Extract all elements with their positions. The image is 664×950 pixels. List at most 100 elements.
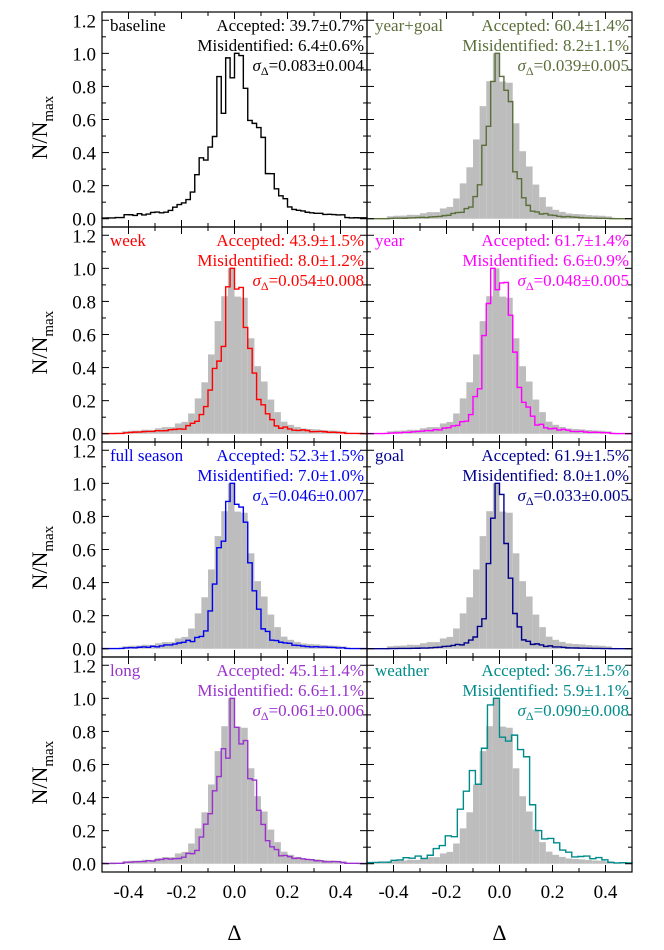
reference-bar xyxy=(201,597,208,649)
reference-bar xyxy=(605,646,613,649)
reference-bar xyxy=(499,81,507,219)
reference-bar xyxy=(168,427,175,434)
reference-bar xyxy=(426,212,434,219)
reference-bar xyxy=(545,206,553,219)
sigma-subscript: Δ xyxy=(526,64,534,78)
reference-bar xyxy=(247,553,255,649)
reference-bar xyxy=(307,859,314,864)
reference-bar xyxy=(267,399,275,434)
reference-bar xyxy=(247,768,255,864)
reference-bar xyxy=(234,511,242,649)
reference-bar xyxy=(420,643,427,649)
reference-bar xyxy=(539,627,546,649)
accepted-label: Accepted: 61.9±1.5% xyxy=(481,446,629,465)
reference-bar xyxy=(552,854,560,864)
reference-bar xyxy=(532,399,540,434)
accepted-label: Accepted: 36.7±1.5% xyxy=(481,661,629,680)
y-axis-label-sub: max xyxy=(41,95,57,121)
reference-bar xyxy=(261,596,268,649)
panel-year-goal: year+goal Accepted: 60.4±1.4%Misidentifie… xyxy=(366,11,633,228)
reference-bar xyxy=(413,214,420,219)
y-axis-label-sub: max xyxy=(41,740,57,766)
reference-bar xyxy=(466,597,473,649)
reference-bar xyxy=(241,297,248,434)
reference-bar xyxy=(565,643,573,649)
reference-bar xyxy=(188,628,195,649)
sigma-symbol: σ xyxy=(517,486,526,505)
reference-bar xyxy=(486,726,493,864)
reference-bar xyxy=(618,863,626,864)
reference-bar xyxy=(201,382,208,434)
reference-bar xyxy=(446,636,454,649)
panel-annotations: year+goal Accepted: 60.4±1.4%Misidentifie… xyxy=(375,16,629,78)
y-axis-label-main: N/N xyxy=(27,552,52,590)
reference-bar xyxy=(598,860,606,864)
sigma-subscript: Δ xyxy=(526,709,534,723)
sigma-symbol: σ xyxy=(517,56,526,75)
series-step-histogram xyxy=(366,697,633,864)
reference-bar xyxy=(572,644,579,649)
reference-bar xyxy=(194,398,202,434)
y-axis-label: N/Nmax xyxy=(27,525,57,589)
reference-bar xyxy=(459,183,467,219)
series-step-histogram xyxy=(101,482,368,650)
reference-bar xyxy=(492,268,500,434)
reference-bar xyxy=(214,321,222,434)
series-step-histogram xyxy=(366,267,633,435)
sigma-symbol: σ xyxy=(252,271,261,290)
sigma-subscript: Δ xyxy=(526,494,534,508)
reference-bar xyxy=(579,859,586,864)
reference-bar xyxy=(486,81,493,219)
reference-bar xyxy=(506,82,513,219)
reference-bar xyxy=(208,569,215,649)
y-axis-label-main: N/N xyxy=(27,767,52,805)
panel-annotations: full season Accepted: 52.3±1.5%Misidentif… xyxy=(110,446,364,508)
reference-bar xyxy=(512,338,520,434)
reference-bar xyxy=(413,644,420,649)
reference-bar xyxy=(453,413,460,434)
reference-bar xyxy=(300,428,308,434)
tick-marks xyxy=(102,442,367,657)
y-tick-label: 0.8 xyxy=(72,292,96,313)
reference-bar xyxy=(439,638,447,649)
reference-bar xyxy=(393,860,401,864)
y-axis-label-main: N/N xyxy=(27,337,52,375)
y-axis-label: N/Nmax xyxy=(27,310,57,374)
y-tick-label: 0.8 xyxy=(72,507,96,528)
misidentified-label: Misidentified: 6.6±1.1% xyxy=(197,681,364,700)
sigma-value: =0.083±0.004 xyxy=(269,56,365,75)
reference-bar xyxy=(208,784,215,864)
reference-bar xyxy=(545,421,553,434)
x-tick-label: 0.0 xyxy=(488,882,512,903)
reference-bar xyxy=(473,139,480,219)
reference-bar xyxy=(559,641,566,649)
reference-bar xyxy=(227,483,235,649)
reference-bar xyxy=(453,628,460,649)
reference-histogram xyxy=(102,483,367,649)
sigma-symbol: σ xyxy=(252,486,261,505)
sigma-value: =0.039±0.005 xyxy=(534,56,629,75)
reference-bar xyxy=(459,828,467,864)
reference-bar xyxy=(519,366,526,434)
reference-bar xyxy=(261,811,268,864)
y-tick-label: 0.4 xyxy=(72,144,96,165)
reference-bar xyxy=(499,726,507,864)
reference-bar xyxy=(439,208,447,219)
reference-bar xyxy=(393,645,401,649)
reference-bar xyxy=(168,857,175,864)
reference-bar xyxy=(486,511,493,649)
sigma-label: σΔ=0.048±0.005 xyxy=(517,271,629,293)
reference-bar xyxy=(254,796,261,864)
series-step-histogram xyxy=(101,267,368,435)
reference-bar xyxy=(400,645,407,649)
panel-annotations: baseline Accepted: 39.7±0.7%Misidentified… xyxy=(110,16,364,78)
reference-bar xyxy=(155,858,162,864)
reference-bar xyxy=(519,581,526,649)
reference-bar xyxy=(406,644,414,649)
panel-goal: goal Accepted: 61.9±1.5%Misidentified: 8.… xyxy=(366,441,633,658)
misidentified-label: Misidentified: 6.4±0.6% xyxy=(197,36,364,55)
reference-bar xyxy=(499,511,507,649)
reference-bar xyxy=(393,215,401,219)
sigma-subscript: Δ xyxy=(261,494,269,508)
